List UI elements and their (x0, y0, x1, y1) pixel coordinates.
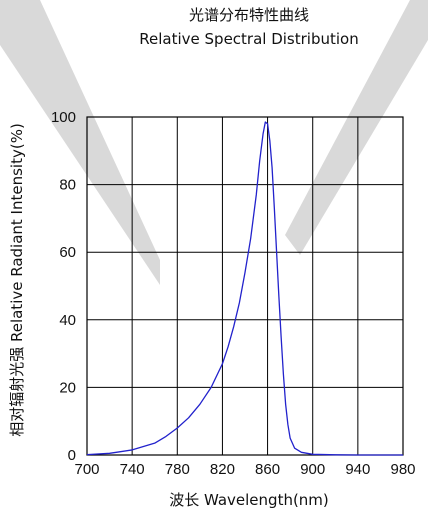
spectral-curve (86, 121, 403, 456)
y-tick-label: 60 (59, 244, 76, 261)
watermark-band-left (0, 0, 160, 285)
plot-grid (86, 116, 404, 456)
x-tick-label: 980 (390, 461, 415, 478)
x-tick-labels: 700 740 780 820 860 900 940 980 (74, 461, 415, 478)
y-axis-label: 相对辐射光强 Relative Radiant Intensity(%) (8, 123, 26, 437)
y-tick-label: 100 (51, 109, 76, 126)
x-tick-label: 780 (165, 461, 190, 478)
y-tick-label: 0 (68, 447, 76, 464)
watermark-band-right (285, 0, 428, 255)
y-tick-label: 20 (59, 379, 76, 396)
chart-subtitle: Relative Spectral Distribution (139, 30, 358, 48)
x-tick-label: 900 (300, 461, 325, 478)
plot-frame (86, 116, 404, 456)
x-tick-label: 700 (74, 461, 99, 478)
y-tick-label: 80 (59, 177, 76, 194)
x-axis-label: 波长 Wavelength(nm) (169, 491, 329, 509)
x-tick-label: 940 (345, 461, 370, 478)
x-tick-label: 860 (255, 461, 280, 478)
chart-title: 光谱分布特性曲线 (189, 6, 309, 24)
y-tick-labels: 0 20 40 60 80 100 (51, 109, 76, 464)
x-tick-label: 740 (120, 461, 145, 478)
x-tick-label: 820 (210, 461, 235, 478)
y-tick-label: 40 (59, 312, 76, 329)
